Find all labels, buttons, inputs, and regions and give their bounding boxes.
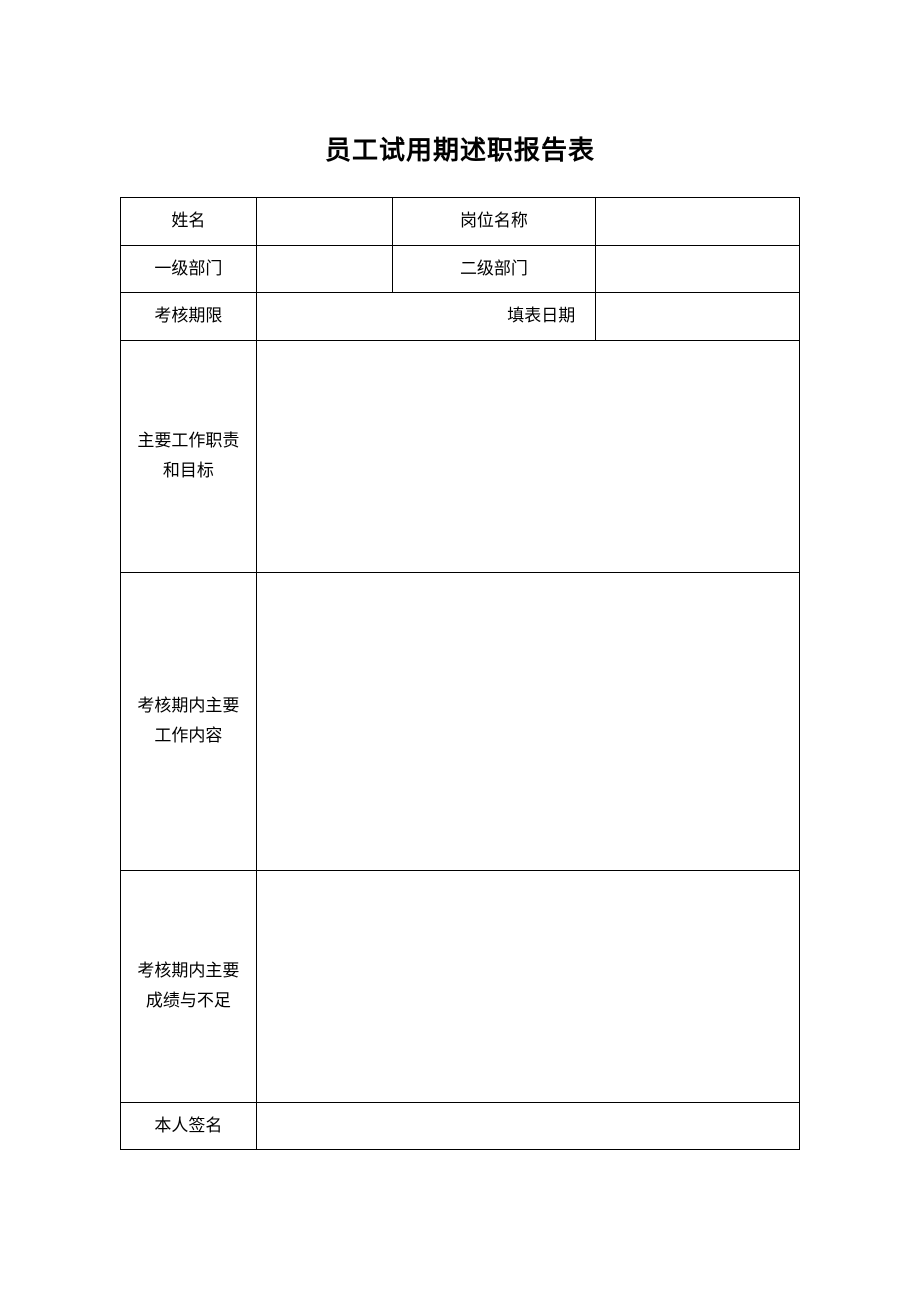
- report-table: 姓名 岗位名称 一级部门 二级部门 考核期限 填表日期 主要工作职责和目标 考核…: [120, 197, 800, 1150]
- row-signature: 本人签名: [121, 1102, 800, 1150]
- label-position: 岗位名称: [392, 198, 596, 246]
- label-dept2: 二级部门: [392, 245, 596, 293]
- label-dept1: 一级部门: [121, 245, 257, 293]
- row-responsibilities: 主要工作职责和目标: [121, 340, 800, 572]
- value-dept2: [596, 245, 800, 293]
- value-responsibilities: [256, 340, 799, 572]
- value-work-content: [256, 572, 799, 870]
- value-position: [596, 198, 800, 246]
- label-results: 考核期内主要成绩与不足: [121, 870, 257, 1102]
- label-fill-date: 填表日期: [256, 293, 595, 341]
- value-dept1: [256, 245, 392, 293]
- label-period: 考核期限: [121, 293, 257, 341]
- label-name: 姓名: [121, 198, 257, 246]
- value-results: [256, 870, 799, 1102]
- row-results: 考核期内主要成绩与不足: [121, 870, 800, 1102]
- label-signature: 本人签名: [121, 1102, 257, 1150]
- label-work-content: 考核期内主要工作内容: [121, 572, 257, 870]
- value-fill-date: [596, 293, 800, 341]
- row-work-content: 考核期内主要工作内容: [121, 572, 800, 870]
- row-period-date: 考核期限 填表日期: [121, 293, 800, 341]
- row-departments: 一级部门 二级部门: [121, 245, 800, 293]
- page-title: 员工试用期述职报告表: [120, 130, 800, 167]
- value-signature: [256, 1102, 799, 1150]
- label-responsibilities: 主要工作职责和目标: [121, 340, 257, 572]
- row-name-position: 姓名 岗位名称: [121, 198, 800, 246]
- value-name: [256, 198, 392, 246]
